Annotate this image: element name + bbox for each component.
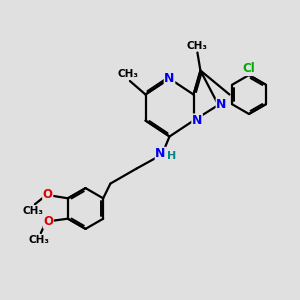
Text: N: N [216,98,226,112]
Text: N: N [164,72,175,85]
Text: CH₃: CH₃ [187,40,208,51]
Text: O: O [43,215,53,228]
Text: CH₃: CH₃ [29,235,50,245]
Text: N: N [192,114,202,127]
Text: CH₃: CH₃ [23,206,44,216]
Text: Cl: Cl [243,62,255,76]
Text: H: H [167,151,176,161]
Text: N: N [155,147,166,161]
Text: O: O [43,188,53,201]
Text: CH₃: CH₃ [117,69,138,79]
